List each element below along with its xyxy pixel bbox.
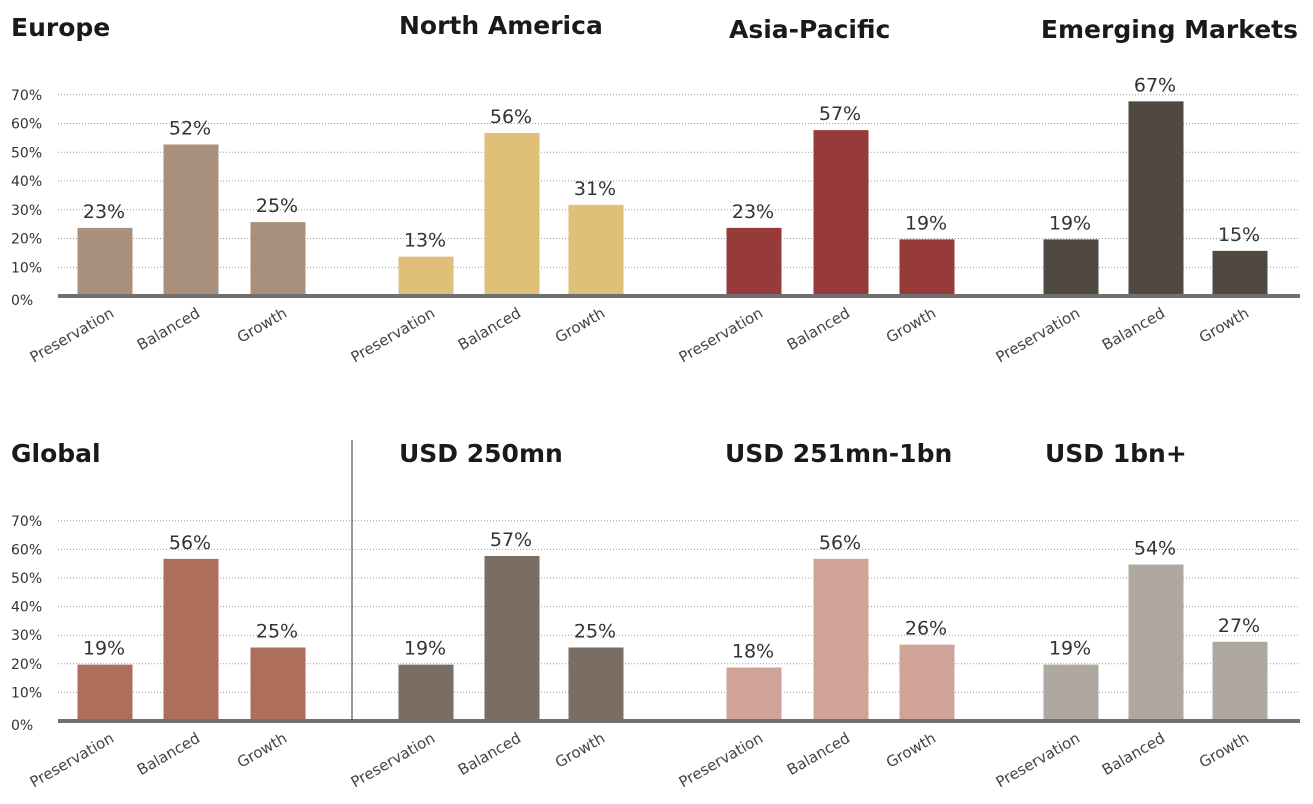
panel-title: Emerging Markets (1041, 15, 1298, 44)
panel-title: USD 251mn-1bn (725, 439, 952, 468)
x-tick-label: Preservation (993, 304, 1083, 367)
bar-growth (899, 644, 955, 719)
data-label: 19% (1049, 212, 1091, 234)
x-tick-label: Preservation (993, 729, 1083, 792)
bar-growth (1212, 641, 1268, 719)
x-tick-label: Balanced (1099, 729, 1168, 779)
x-tick-label: Preservation (27, 304, 117, 367)
bar-preservation (398, 256, 454, 294)
x-tick-label: Growth (883, 304, 939, 347)
data-label: 19% (404, 638, 446, 660)
bar-balanced (484, 555, 540, 719)
y-tick-label: 50% (11, 571, 42, 587)
bar-growth (568, 647, 624, 719)
data-label: 19% (1049, 638, 1091, 660)
bar-growth (899, 239, 955, 294)
data-label: 57% (490, 529, 532, 551)
data-label: 56% (169, 532, 211, 554)
y-tick-label: 40% (11, 600, 42, 616)
y-tick-label: 60% (11, 117, 42, 133)
y-tick-label: 70% (11, 88, 42, 104)
data-label: 26% (905, 618, 947, 640)
bar-preservation (726, 667, 782, 719)
bar-balanced (813, 558, 869, 719)
x-tick-label: Balanced (1099, 304, 1168, 354)
y-tick-label: 0% (11, 293, 33, 309)
data-label: 27% (1218, 615, 1260, 637)
panel-title: USD 1bn+ (1045, 439, 1187, 468)
y-tick-label: 50% (11, 145, 42, 161)
x-tick-label: Balanced (134, 729, 203, 779)
y-tick-label: 0% (11, 718, 33, 734)
bar-preservation (77, 227, 133, 294)
bar-preservation (398, 664, 454, 719)
panel-title: Asia-Pacific (729, 15, 890, 44)
data-label: 19% (905, 212, 947, 234)
y-tick-label: 40% (11, 174, 42, 190)
y-tick-label: 30% (11, 203, 42, 219)
panel-title: Europe (11, 13, 110, 42)
data-label: 15% (1218, 224, 1260, 246)
x-tick-label: Preservation (676, 304, 766, 367)
x-tick-label: Preservation (348, 729, 438, 792)
x-tick-label: Growth (552, 304, 608, 347)
x-tick-label: Balanced (784, 729, 853, 779)
x-tick-label: Balanced (784, 304, 853, 354)
x-tick-label: Growth (552, 729, 608, 772)
data-label: 25% (256, 195, 298, 217)
data-label: 54% (1134, 538, 1176, 560)
bar-balanced (813, 130, 869, 294)
x-tick-label: Preservation (27, 729, 117, 792)
data-label: 56% (819, 532, 861, 554)
x-tick-label: Growth (1196, 304, 1252, 347)
data-label: 67% (1134, 74, 1176, 96)
data-label: 25% (574, 621, 616, 643)
bar-balanced (163, 558, 219, 719)
x-tick-label: Growth (1196, 729, 1252, 772)
panel-title: Global (11, 439, 101, 468)
data-label: 56% (490, 106, 532, 128)
y-tick-label: 10% (11, 260, 42, 276)
bar-balanced (1128, 564, 1184, 719)
bar-growth (250, 222, 306, 294)
panel-title: North America (399, 11, 603, 40)
x-tick-label: Balanced (134, 304, 203, 354)
bar-balanced (484, 133, 540, 294)
y-tick-label: 20% (11, 232, 42, 248)
bar-balanced (1128, 101, 1184, 294)
data-label: 13% (404, 230, 446, 252)
data-label: 23% (732, 201, 774, 223)
y-tick-label: 60% (11, 542, 42, 558)
y-tick-label: 30% (11, 628, 42, 644)
x-tick-label: Growth (234, 729, 290, 772)
bar-preservation (1043, 664, 1099, 719)
bar-growth (568, 204, 624, 294)
data-label: 18% (732, 641, 774, 663)
x-tick-label: Balanced (455, 729, 524, 779)
bar-preservation (77, 664, 133, 719)
x-tick-label: Balanced (455, 304, 524, 354)
x-tick-label: Growth (883, 729, 939, 772)
bar-growth (250, 647, 306, 719)
x-tick-label: Preservation (676, 729, 766, 792)
data-label: 19% (83, 638, 125, 660)
bar-growth (1212, 250, 1268, 294)
x-tick-label: Preservation (348, 304, 438, 367)
data-label: 57% (819, 103, 861, 125)
bar-preservation (1043, 239, 1099, 294)
data-label: 52% (169, 118, 211, 140)
data-label: 31% (574, 178, 616, 200)
data-label: 23% (83, 201, 125, 223)
y-tick-label: 70% (11, 514, 42, 530)
data-label: 25% (256, 621, 298, 643)
bar-preservation (726, 227, 782, 294)
x-tick-label: Growth (234, 304, 290, 347)
y-tick-label: 20% (11, 657, 42, 673)
y-tick-label: 10% (11, 685, 42, 701)
panel-title: USD 250mn (399, 439, 563, 468)
bar-balanced (163, 144, 219, 294)
